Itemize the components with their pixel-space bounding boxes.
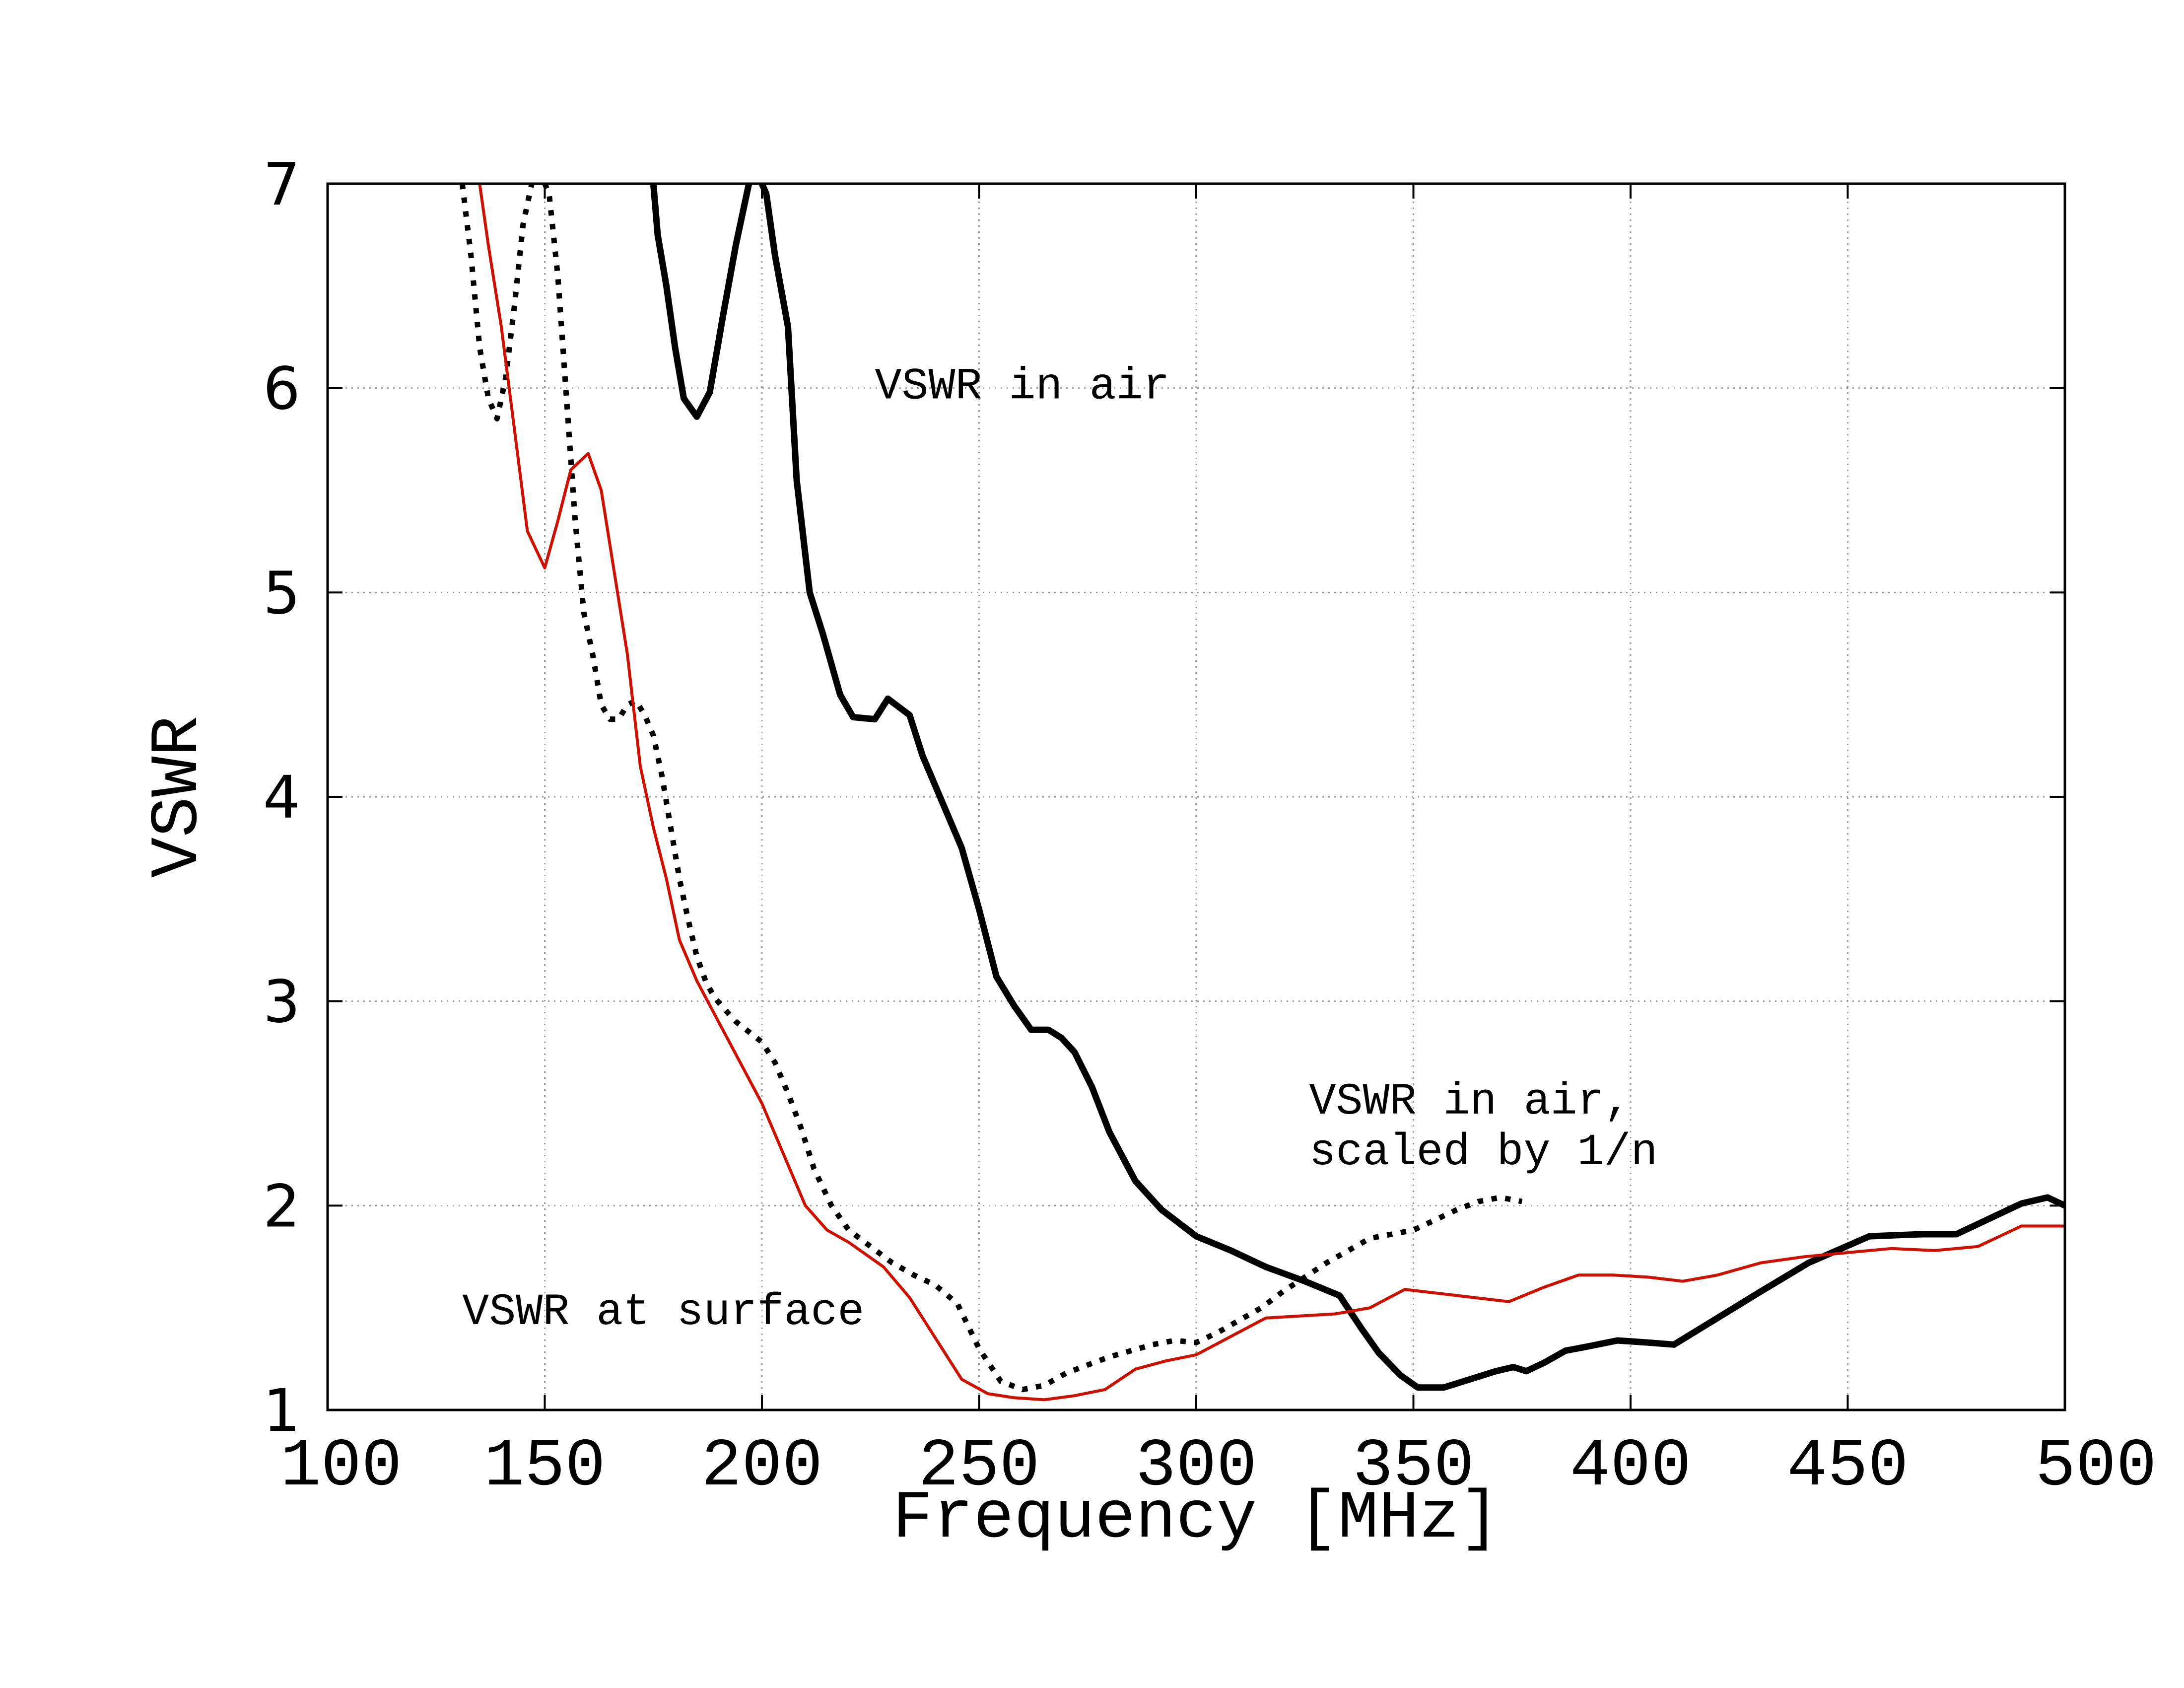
series-line-vswr-in-air bbox=[650, 184, 2065, 1391]
annotation-line: VSWR at surface bbox=[462, 1287, 864, 1338]
x-tick-label: 150 bbox=[484, 1428, 606, 1505]
annotation-line: VSWR in air, bbox=[1309, 1077, 1631, 1127]
y-tick-label: 4 bbox=[263, 763, 300, 832]
x-tick-label: 400 bbox=[1570, 1428, 1692, 1505]
axis-ticks bbox=[327, 183, 2066, 1411]
x-tick-label: 350 bbox=[1353, 1428, 1474, 1505]
y-tick-label: 2 bbox=[263, 1172, 300, 1240]
x-tick-label: 300 bbox=[1136, 1428, 1257, 1505]
data-series bbox=[459, 184, 2065, 1402]
y-tick-label: 5 bbox=[263, 559, 300, 627]
annotation-scaled: VSWR in air, scaled by 1/n bbox=[1309, 1077, 1658, 1178]
x-tick-label: 450 bbox=[1787, 1428, 1909, 1505]
y-tick-label: 3 bbox=[263, 968, 300, 1036]
annotation-surface: VSWR at surface bbox=[462, 1287, 864, 1338]
annotation-air: VSWR in air bbox=[875, 361, 1170, 412]
y-tick-label: 6 bbox=[263, 354, 300, 423]
x-tick-label: 100 bbox=[280, 1428, 402, 1505]
grid-lines bbox=[328, 184, 2065, 1410]
x-axis-title: Frequency [MHz] bbox=[892, 1480, 1500, 1557]
y-tick-label: 7 bbox=[263, 150, 300, 218]
x-tick-label: 200 bbox=[701, 1428, 823, 1505]
x-tick-label: 500 bbox=[2035, 1428, 2157, 1505]
tick-labels: 100 150 200 250 300 350 400 450 500 1 2 3 4 5 6 7 bbox=[263, 150, 2157, 1505]
y-tick-label: 1 bbox=[263, 1376, 300, 1445]
series-line-vswr-at-surface bbox=[478, 184, 2065, 1402]
series-line-vswr-scaled bbox=[459, 184, 1523, 1393]
annotation-line: scaled by 1/n bbox=[1309, 1127, 1658, 1178]
y-axis-title: VSWR bbox=[140, 716, 216, 878]
x-tick-label: 250 bbox=[918, 1428, 1040, 1505]
annotation-line: VSWR in air bbox=[875, 361, 1170, 412]
